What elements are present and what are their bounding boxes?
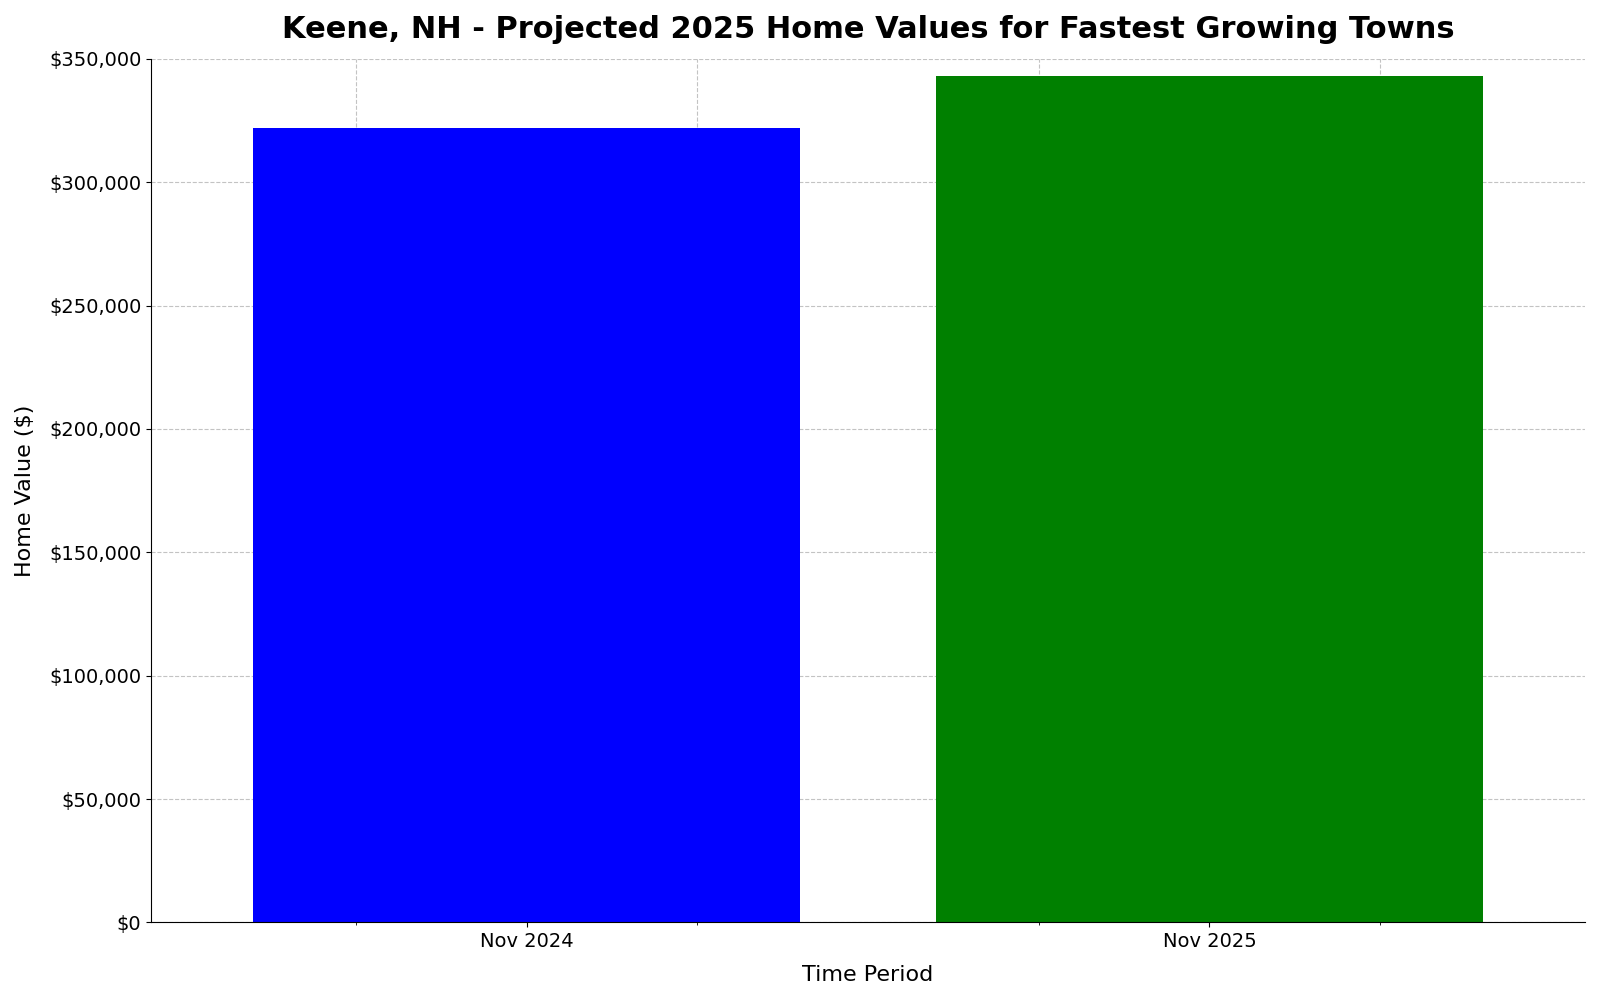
Title: Keene, NH - Projected 2025 Home Values for Fastest Growing Towns: Keene, NH - Projected 2025 Home Values f… (282, 15, 1454, 44)
Bar (253, 128, 800, 922)
Y-axis label: Home Value ($): Home Value ($) (14, 404, 35, 577)
X-axis label: Time Period: Time Period (802, 965, 934, 985)
Bar (936, 76, 1483, 922)
